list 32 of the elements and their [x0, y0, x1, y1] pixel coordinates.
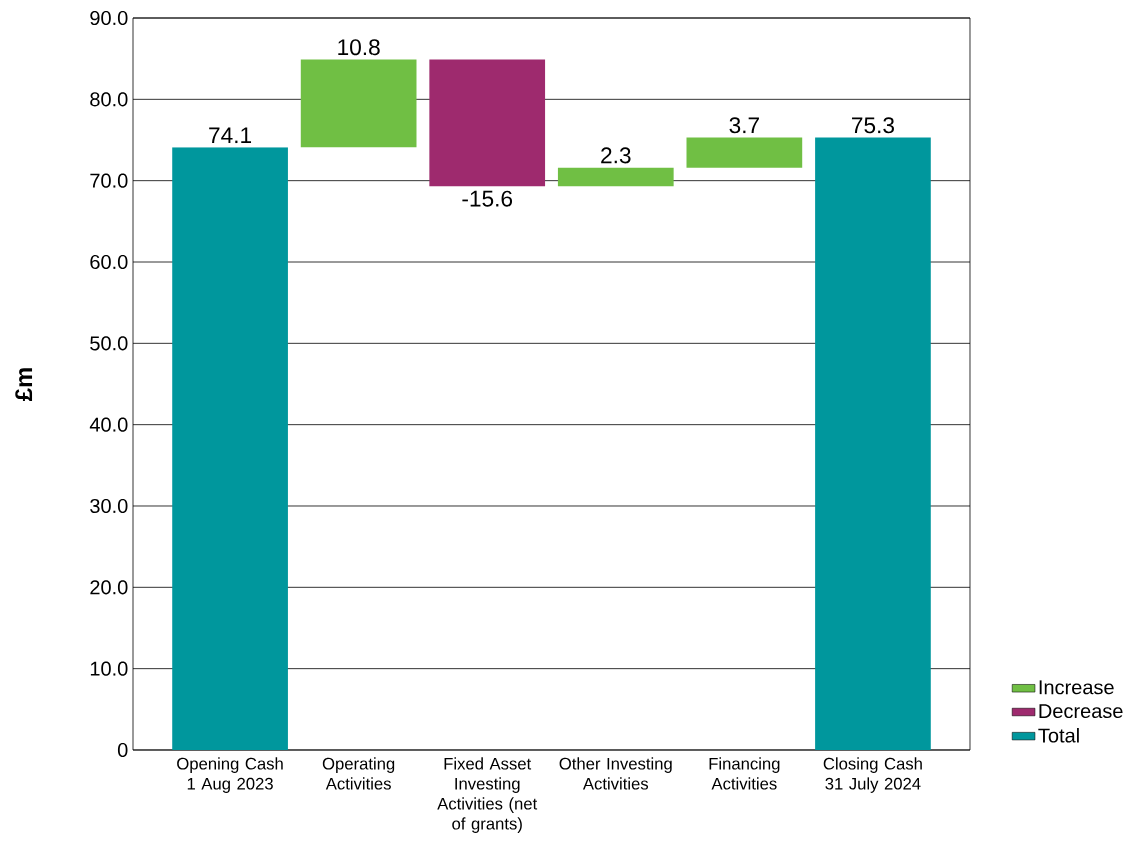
data-label: 75.3 — [852, 117, 894, 134]
y-axis-title: £m — [15, 368, 33, 402]
y-tick-label: 80.0 — [90, 92, 128, 107]
bar — [557, 167, 674, 187]
bar — [429, 59, 546, 187]
legend-label: Decrease — [1039, 704, 1123, 719]
y-tick-label: 20.0 — [90, 580, 128, 595]
data-label: 3.7 — [729, 117, 759, 134]
y-tick-label: 10.0 — [90, 661, 128, 676]
y-tick-label: 60.0 — [90, 254, 128, 270]
x-tick-label: Opening Cash 1 Aug 2023 — [177, 757, 283, 793]
data-label: -15.6 — [462, 190, 513, 207]
x-tick-label: Operating Activities — [322, 757, 395, 790]
data-label: 74.1 — [209, 127, 252, 144]
bar — [815, 137, 931, 750]
x-tick-label: Other Investing Activities — [559, 757, 672, 790]
bar — [300, 59, 417, 148]
bar — [172, 147, 288, 750]
y-tick-label: 50.0 — [90, 336, 128, 351]
x-tick-label: Fixed Asset Investing Activities (net of grants) — [437, 757, 538, 833]
y-tick-label: 40.0 — [89, 417, 128, 432]
data-label: 10.8 — [338, 39, 380, 56]
y-tick-label: 90.0 — [90, 10, 128, 26]
data-label: 2.3 — [601, 147, 631, 164]
y-tick-label: 70.0 — [90, 173, 128, 188]
x-tick-label: Financing Activities — [709, 757, 780, 790]
x-tick-label: Closing Cash 31 July 2024 — [823, 757, 922, 793]
legend-label: Increase — [1039, 680, 1114, 695]
bar — [686, 137, 803, 168]
legend-label: Total — [1038, 727, 1079, 743]
y-tick-label: 0 — [117, 742, 128, 758]
y-tick-label: 30.0 — [90, 498, 128, 514]
